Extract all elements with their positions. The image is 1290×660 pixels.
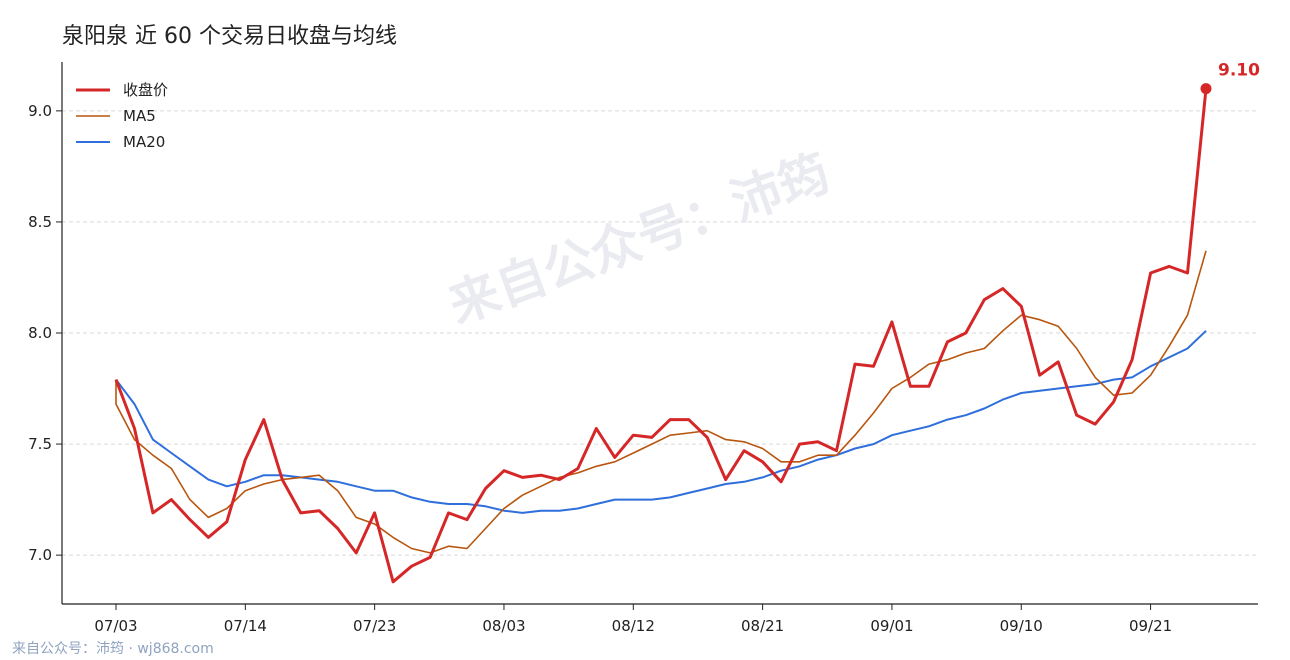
series-lines: 9.10 bbox=[114, 61, 1260, 584]
y-tick-label: 7.5 bbox=[28, 435, 52, 453]
y-tick-label: 7.0 bbox=[28, 546, 52, 564]
x-tick-label: 09/10 bbox=[1000, 617, 1043, 635]
footer-credit: 来自公众号：沛筠 · wj868.com bbox=[12, 641, 214, 657]
legend-label: MA20 bbox=[123, 133, 165, 151]
x-tick-label: 07/23 bbox=[353, 617, 396, 635]
x-tick-label: 07/03 bbox=[94, 617, 137, 635]
x-tick-label: 08/12 bbox=[612, 617, 655, 635]
ma5-line bbox=[115, 250, 1207, 554]
y-tick-label: 8.0 bbox=[28, 324, 52, 342]
y-tick-label: 8.5 bbox=[28, 213, 52, 231]
x-tick-label: 08/03 bbox=[482, 617, 525, 635]
close-price-line bbox=[114, 88, 1208, 584]
watermark: 来自公众号：沛筠 bbox=[441, 143, 837, 334]
last-close-point bbox=[1200, 83, 1212, 95]
x-tick-label: 08/21 bbox=[741, 617, 784, 635]
legend: 收盘价 MA5 MA20 bbox=[76, 81, 168, 151]
x-tick-label: 07/14 bbox=[224, 617, 267, 635]
x-axis-ticks: 07/03 07/14 07/23 08/03 08/12 08/21 09/01 09/10… bbox=[94, 604, 1172, 635]
legend-label: MA5 bbox=[123, 107, 156, 125]
gridlines bbox=[62, 110, 1258, 556]
last-close-label: 9.10 bbox=[1218, 61, 1260, 81]
y-axis-ticks: 7.0 7.5 8.0 8.5 9.0 bbox=[28, 102, 62, 564]
y-tick-label: 9.0 bbox=[28, 102, 52, 120]
watermark-text: 来自公众号：沛筠 bbox=[441, 143, 837, 334]
x-tick-label: 09/01 bbox=[870, 617, 913, 635]
chart-title: 泉阳泉 近 60 个交易日收盘与均线 bbox=[62, 24, 397, 49]
legend-label: 收盘价 bbox=[123, 81, 168, 99]
x-tick-label: 09/21 bbox=[1129, 617, 1172, 635]
ma20-line bbox=[115, 330, 1207, 514]
